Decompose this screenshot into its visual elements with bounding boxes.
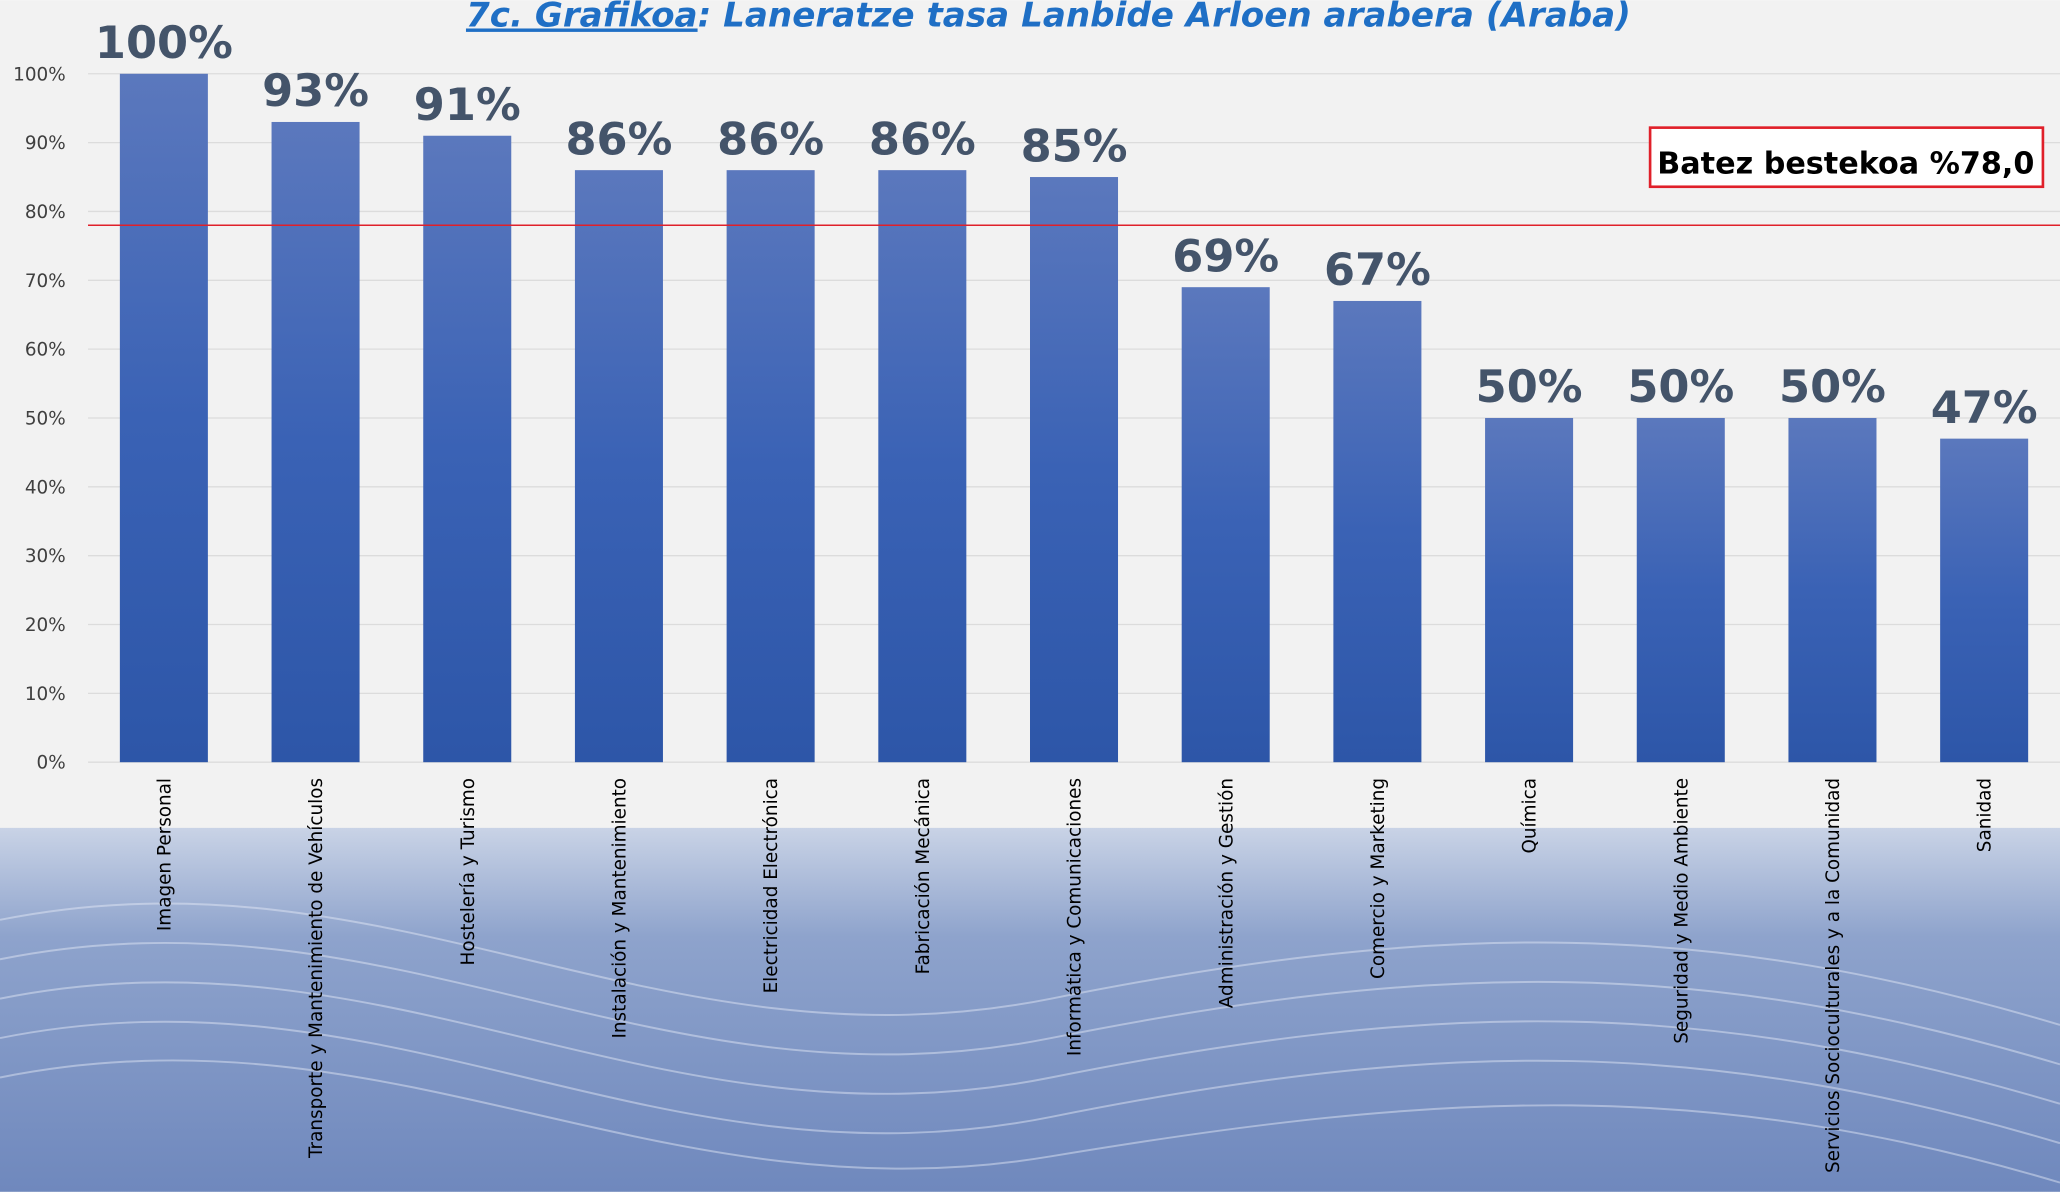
bar [1788, 417, 1877, 763]
bar [878, 170, 967, 763]
data-label: 86% [869, 113, 976, 165]
y-tick-label: 50% [25, 409, 66, 430]
x-tick-label: Electricidad Electrónica [761, 778, 782, 993]
data-label: 50% [1476, 361, 1583, 413]
y-tick-label: 100% [13, 64, 66, 85]
title-text: : Laneratze tasa Lanbide Arloen arabera … [698, 0, 1631, 35]
x-tick-label: Sanidad [1975, 778, 1996, 852]
data-label: 69% [1172, 230, 1279, 282]
x-tick-label: Informática y Comunicaciones [1065, 778, 1086, 1056]
bar [119, 73, 208, 763]
annotation-box [1648, 126, 2045, 189]
data-label: 93% [262, 65, 369, 117]
y-tick-label: 0% [37, 753, 66, 774]
data-label: 91% [414, 79, 521, 131]
bar [1333, 300, 1422, 763]
annotation: Batez bestekoa %78,0 [1657, 147, 2034, 182]
data-label: 100% [95, 17, 233, 69]
x-tick-label: Instalación y Mantenimiento [610, 778, 631, 1039]
bar [423, 135, 512, 763]
bar [1181, 287, 1270, 763]
x-tick-label: Servicios Socioculturales y a la Comunid… [1823, 778, 1844, 1173]
chart-title: 7c. Grafikoa: Laneratze tasa Lanbide Arl… [466, 0, 1631, 35]
data-label: 50% [1627, 361, 1734, 413]
x-tick-label: Imagen Personal [154, 778, 175, 931]
y-tick-label: 70% [25, 271, 66, 292]
y-tick-label: 20% [25, 615, 66, 636]
bar [1940, 438, 2029, 763]
data-label: 86% [565, 113, 672, 165]
bar [726, 170, 815, 763]
x-tick-label: Administración y Gestión [1216, 778, 1237, 1008]
data-label: 86% [717, 113, 824, 165]
data-label: 85% [1021, 120, 1128, 172]
x-tick-label: Comercio y Marketing [1368, 778, 1389, 979]
y-tick-label: 60% [25, 340, 66, 361]
x-tick-label: Química [1520, 778, 1541, 854]
data-label: 47% [1931, 382, 2038, 434]
bar [1485, 417, 1574, 763]
y-tick-label: 80% [25, 202, 66, 223]
y-tick-label: 10% [25, 684, 66, 705]
x-tick-label: Hostelería y Turismo [458, 778, 479, 965]
data-label: 50% [1779, 361, 1886, 413]
x-tick-label: Fabricación Mecánica [913, 778, 934, 974]
y-tick-label: 40% [25, 477, 66, 498]
bar [574, 170, 663, 763]
y-tick-label: 90% [25, 133, 66, 154]
x-tick-label: Transporte y Mantenimiento de Vehículos [306, 778, 327, 1159]
title-link: 7c. Grafikoa [466, 0, 698, 35]
y-tick-label: 30% [25, 546, 66, 567]
bar [1030, 177, 1119, 763]
x-tick-label: Seguridad y Medio Ambiente [1671, 778, 1692, 1044]
wave-lines [0, 902, 2060, 1184]
bar [1636, 417, 1725, 763]
bar [271, 121, 360, 763]
data-label: 67% [1324, 244, 1431, 296]
background-wave [0, 827, 2060, 1192]
